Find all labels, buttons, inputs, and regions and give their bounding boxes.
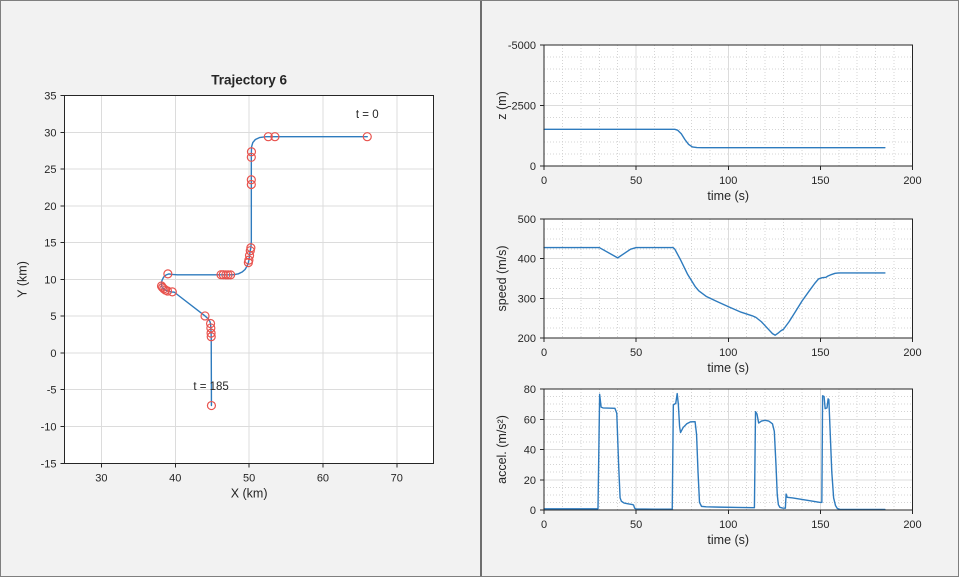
minor-grid (544, 219, 913, 338)
axes-box (540, 218, 913, 342)
trajectory-panel: 30 40 50 60 70 -15 -10 -5 0 5 10 15 20 25 30 35 X (km) Y … (1, 1, 481, 576)
axes-box (540, 44, 913, 170)
svg-text:100: 100 (719, 175, 737, 187)
annotation-0: t = 0 (356, 109, 379, 121)
svg-text:200: 200 (903, 347, 921, 359)
svg-text:150: 150 (811, 519, 829, 531)
svg-text:-5000: -5000 (508, 40, 536, 52)
svg-text:60: 60 (317, 472, 329, 484)
timeseries-panel: 0 50 100 150 200 0 -2500 -5000 time (s) z (m) 0 50… (481, 1, 958, 576)
svg-text:0: 0 (541, 347, 547, 359)
svg-text:50: 50 (243, 472, 255, 484)
svg-text:0: 0 (541, 175, 547, 187)
svg-text:0: 0 (50, 348, 56, 360)
annotation-1: t = 185 (193, 381, 229, 393)
svg-text:5: 5 (50, 311, 56, 323)
major-grid (544, 219, 913, 338)
y-axis-label: speed (m/s) (495, 246, 509, 312)
svg-text:100: 100 (719, 519, 737, 531)
svg-text:50: 50 (630, 347, 642, 359)
y-axis-label: Y (km) (16, 261, 30, 298)
y-axis-label: accel. (m/s²) (495, 415, 509, 484)
svg-text:400: 400 (518, 254, 536, 266)
axes-box (540, 388, 913, 514)
svg-text:20: 20 (44, 201, 56, 213)
svg-text:40: 40 (524, 445, 536, 457)
x-axis-label: time (s) (707, 533, 749, 547)
tick-labels: 0 50 100 150 200 0 20 40 60 80 (524, 384, 922, 531)
svg-text:70: 70 (391, 472, 403, 484)
tick-labels: 0 50 100 150 200 0 -2500 -5000 (508, 40, 922, 187)
svg-text:0: 0 (541, 519, 547, 531)
svg-text:10: 10 (44, 274, 56, 286)
speed-chart: 0 50 100 150 200 200 300 400 500 time (s) speed (m… (495, 214, 922, 375)
svg-text:200: 200 (518, 333, 536, 345)
svg-text:-15: -15 (41, 458, 57, 470)
major-grid (64, 95, 434, 464)
svg-text:50: 50 (630, 519, 642, 531)
svg-text:200: 200 (903, 175, 921, 187)
svg-text:200: 200 (903, 519, 921, 531)
svg-text:100: 100 (719, 347, 737, 359)
x-axis-label: time (s) (707, 189, 749, 203)
svg-text:25: 25 (44, 164, 56, 176)
tick-labels: 30 40 50 60 70 -15 -10 -5 0 5 10 15 20 25 30 35 (41, 91, 403, 485)
series-line (543, 246, 886, 336)
y-axis-label: z (m) (495, 91, 509, 119)
major-grid (544, 389, 913, 510)
axes-box (60, 95, 435, 468)
tick-labels: 0 50 100 150 200 200 300 400 500 (518, 214, 922, 359)
major-grid (544, 45, 913, 166)
svg-text:20: 20 (524, 475, 536, 487)
svg-text:-10: -10 (41, 422, 57, 434)
svg-text:15: 15 (44, 238, 56, 250)
accel-chart: 0 50 100 150 200 0 20 40 60 80 time (s) accel. (m/s… (495, 384, 922, 547)
svg-text:50: 50 (630, 175, 642, 187)
series-line (543, 392, 886, 511)
series-line (543, 128, 886, 149)
trajectory-chart: 30 40 50 60 70 -15 -10 -5 0 5 10 15 20 25 30 35 X (km) Y … (16, 73, 435, 500)
svg-text:150: 150 (811, 175, 829, 187)
svg-text:-2500: -2500 (508, 101, 536, 113)
panel-divider (480, 1, 482, 576)
svg-text:0: 0 (530, 161, 536, 173)
svg-text:40: 40 (169, 472, 181, 484)
series-markers (156, 132, 372, 411)
x-axis-label: time (s) (707, 361, 749, 375)
svg-text:0: 0 (530, 505, 536, 517)
svg-text:80: 80 (524, 384, 536, 396)
svg-text:-5: -5 (47, 385, 57, 397)
svg-text:30: 30 (95, 472, 107, 484)
series-line (160, 135, 368, 407)
z-chart: 0 50 100 150 200 0 -2500 -5000 time (s) z (m) (495, 40, 922, 203)
svg-text:35: 35 (44, 91, 56, 103)
svg-text:300: 300 (518, 293, 536, 305)
svg-text:500: 500 (518, 214, 536, 226)
x-axis-label: X (km) (231, 486, 268, 500)
svg-text:150: 150 (811, 347, 829, 359)
chart-title: Trajectory 6 (211, 73, 287, 88)
svg-text:30: 30 (44, 127, 56, 139)
svg-text:60: 60 (524, 414, 536, 426)
